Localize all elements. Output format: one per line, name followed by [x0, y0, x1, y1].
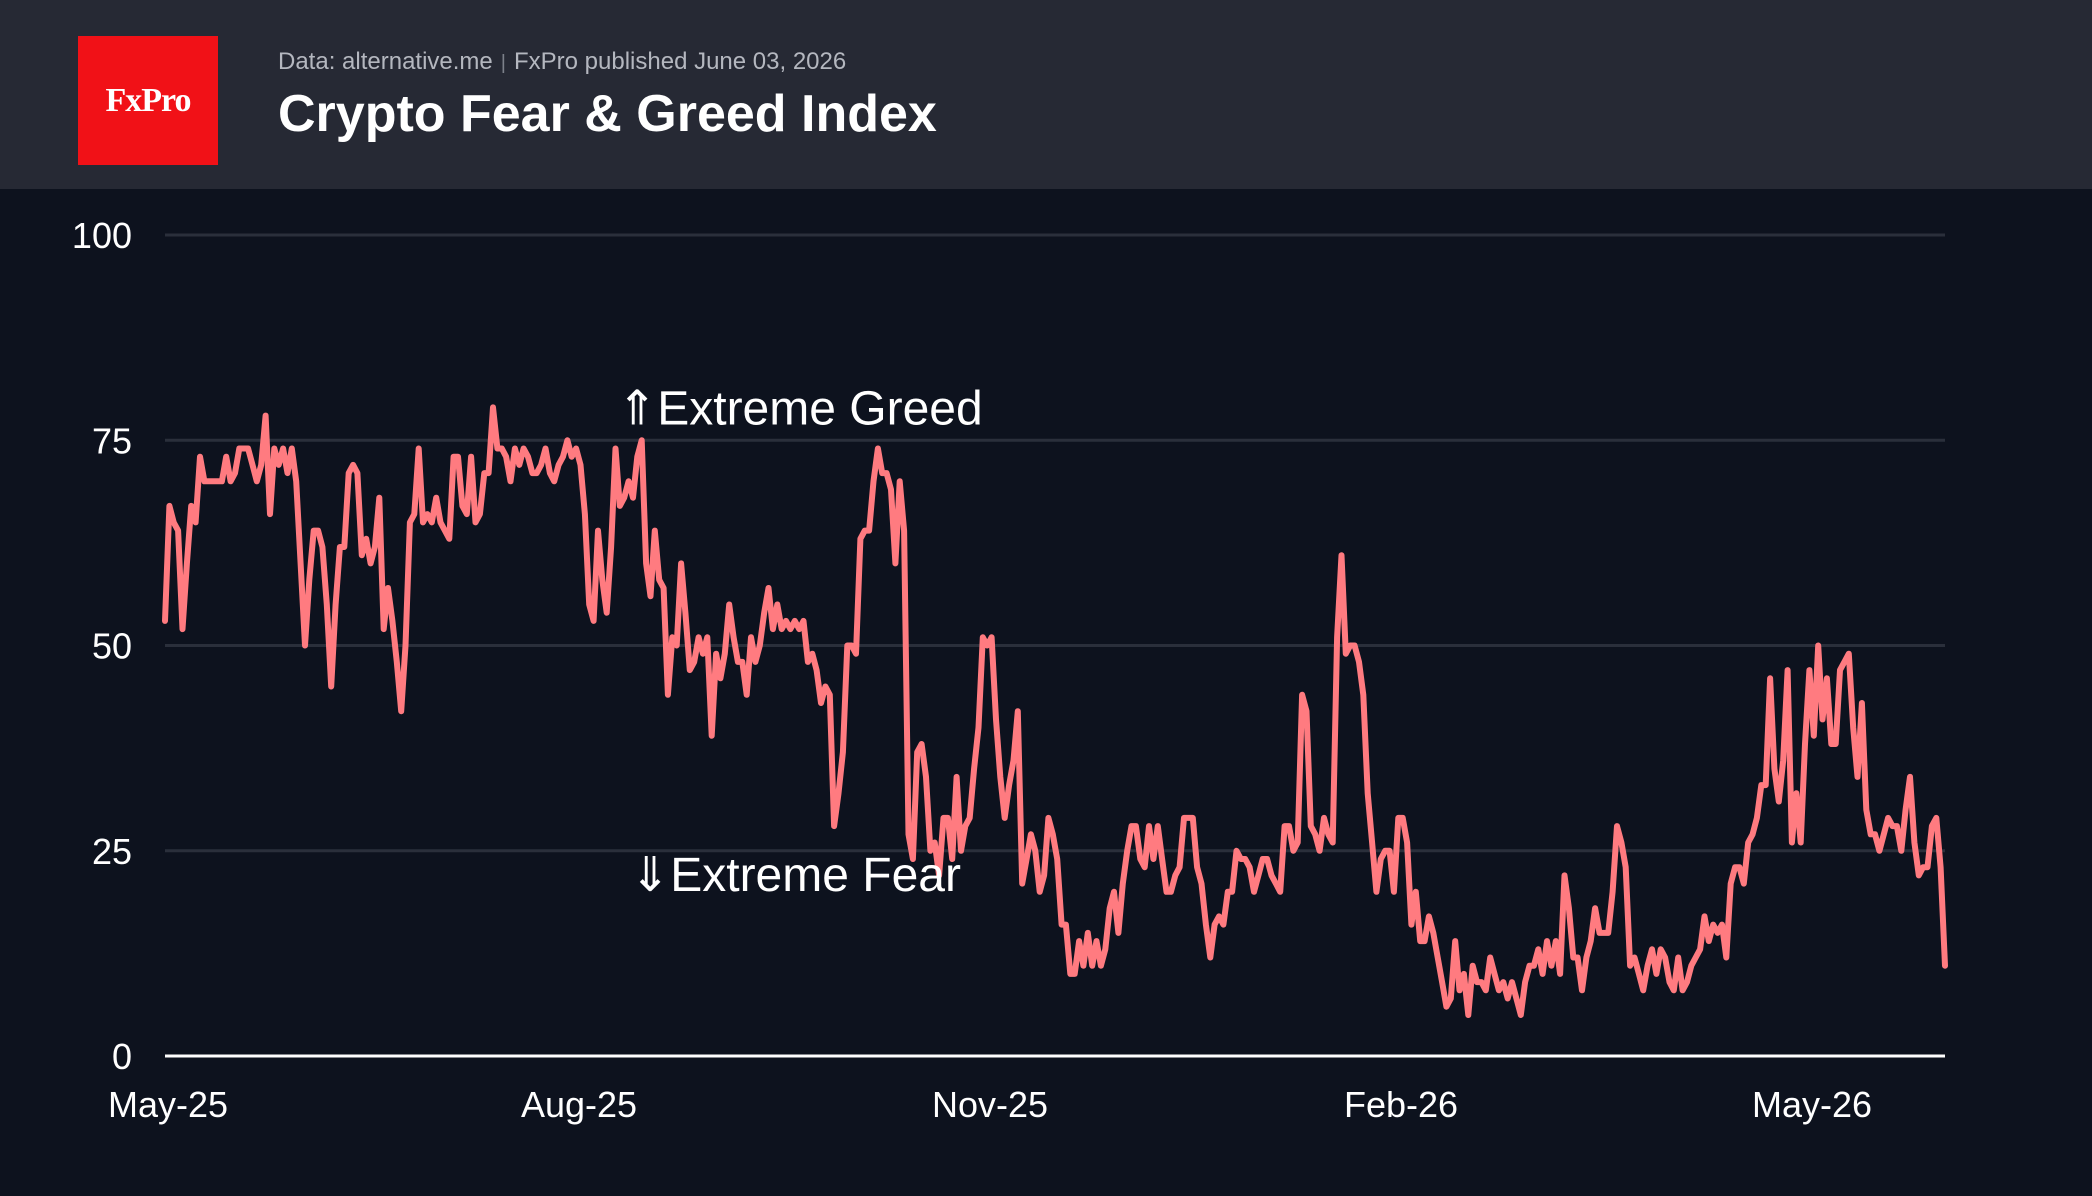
y-tick-label: 0 — [112, 1036, 132, 1077]
grid-lines — [165, 233, 1945, 1058]
annotations: ⇑Extreme Greed ⇓Extreme Fear — [617, 382, 983, 902]
x-tick-labels: May-25 Aug-25 Nov-25 Feb-26 May-26 — [108, 1084, 1872, 1125]
y-tick-label: 50 — [92, 626, 132, 667]
y-tick-label: 75 — [92, 420, 132, 461]
publish-info: FxPro published June 03, 2026 — [513, 48, 847, 75]
y-tick-label: 25 — [92, 831, 132, 872]
meta-separator: | — [500, 52, 506, 74]
x-tick-label: May-25 — [108, 1084, 228, 1125]
annotation-extreme-fear: ⇓Extreme Fear — [630, 849, 961, 902]
fxpro-logo: FxPro — [78, 36, 218, 165]
annotation-extreme-greed: ⇑Extreme Greed — [617, 382, 983, 435]
data-source: Data: alternative.me — [278, 48, 493, 75]
series-line — [162, 404, 1948, 1018]
x-tick-label: Aug-25 — [521, 1084, 637, 1125]
y-tick-label: 100 — [72, 215, 132, 256]
x-tick-label: Feb-26 — [1344, 1084, 1458, 1125]
header-bar: FxPro Data: alternative.me | FxPro publish… — [0, 0, 2092, 189]
y-tick-labels: 0 25 50 75 100 — [72, 215, 132, 1077]
chart-title: Crypto Fear & Greed Index — [278, 85, 937, 143]
chart-meta: Data: alternative.me | FxPro published Jun… — [278, 48, 846, 76]
logo-text: FxPro — [105, 81, 191, 119]
x-tick-label: Nov-25 — [932, 1084, 1048, 1125]
x-tick-label: May-26 — [1752, 1084, 1872, 1125]
